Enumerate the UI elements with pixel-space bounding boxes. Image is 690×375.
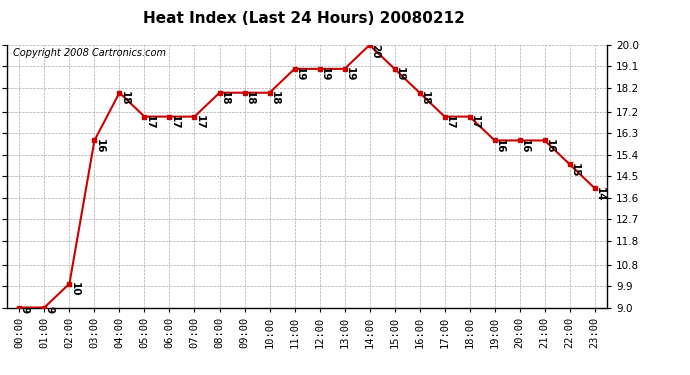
Text: 20: 20	[370, 44, 380, 58]
Text: 19: 19	[395, 68, 405, 82]
Text: 19: 19	[295, 68, 305, 82]
Text: 10: 10	[70, 282, 80, 297]
Text: 18: 18	[245, 92, 255, 106]
Text: 9: 9	[45, 306, 55, 313]
Text: 16: 16	[95, 139, 105, 154]
Text: 18: 18	[220, 92, 230, 106]
Text: 16: 16	[545, 139, 555, 154]
Text: 17: 17	[445, 115, 455, 130]
Text: 14: 14	[595, 187, 605, 201]
Text: 17: 17	[195, 115, 205, 130]
Text: 16: 16	[520, 139, 530, 154]
Text: 15: 15	[570, 163, 580, 177]
Text: 18: 18	[420, 92, 430, 106]
Text: 17: 17	[470, 115, 480, 130]
Text: 19: 19	[345, 68, 355, 82]
Text: 17: 17	[145, 115, 155, 130]
Text: 16: 16	[495, 139, 505, 154]
Text: 18: 18	[120, 92, 130, 106]
Text: Copyright 2008 Cartronics.com: Copyright 2008 Cartronics.com	[13, 48, 166, 58]
Text: Heat Index (Last 24 Hours) 20080212: Heat Index (Last 24 Hours) 20080212	[143, 11, 464, 26]
Text: 18: 18	[270, 92, 280, 106]
Text: 9: 9	[20, 306, 30, 313]
Text: 19: 19	[320, 68, 330, 82]
Text: 17: 17	[170, 115, 180, 130]
